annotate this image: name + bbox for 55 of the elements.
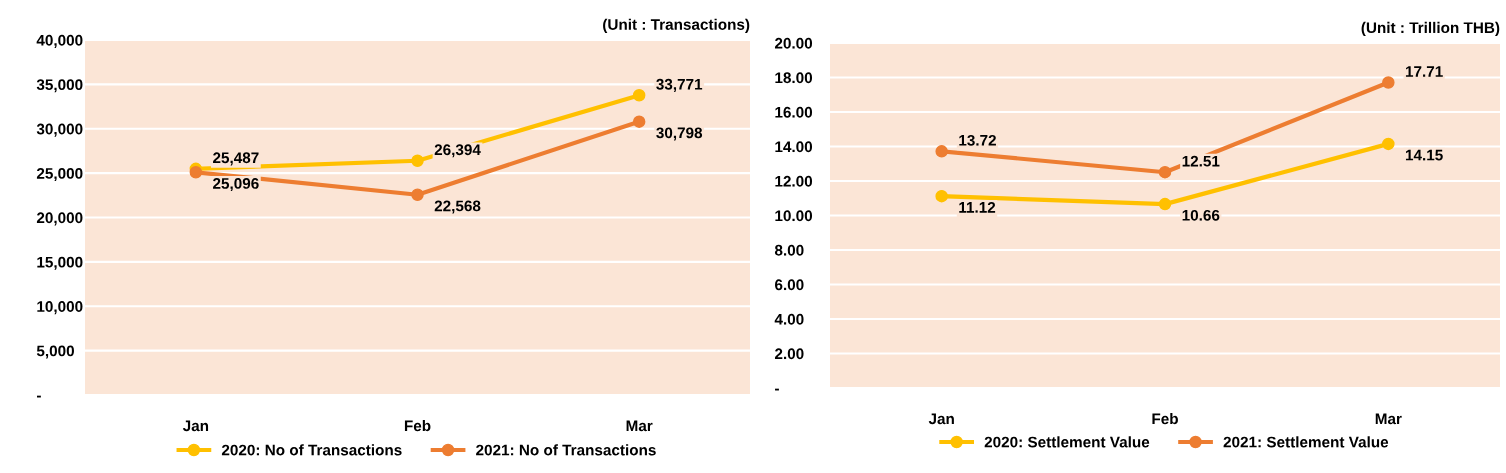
data-label: 10.66 <box>1182 209 1220 221</box>
point <box>632 115 646 128</box>
data-label: 26,394 <box>434 144 481 158</box>
data-label: 22,568 <box>434 200 481 214</box>
y-tick-label: 18.00 <box>775 72 813 84</box>
y-tick-label: 35,000 <box>36 79 83 93</box>
data-label: 25,487 <box>213 152 259 166</box>
data-label: 12.51 <box>1182 155 1220 167</box>
data-label: 25,096 <box>213 178 259 192</box>
y-tick-label: 12.00 <box>775 175 813 187</box>
y-tick-label: 15,000 <box>37 256 83 270</box>
point <box>189 166 203 179</box>
y-tick-label: 25,000 <box>36 167 83 182</box>
y-tick-label: - <box>775 388 779 391</box>
y-tick-label: 6.00 <box>775 279 804 291</box>
data-label: 14.15 <box>1405 149 1443 161</box>
y-tick-label: 5,000 <box>36 345 74 359</box>
x-tick-label: Feb <box>404 420 431 432</box>
x-tick-label: Mar <box>626 420 653 432</box>
point <box>411 154 424 168</box>
y-tick-label: 10.00 <box>775 210 813 222</box>
y-tick-label: 20,000 <box>36 212 83 226</box>
x-tick-label: Feb <box>1152 413 1178 425</box>
point <box>935 189 948 203</box>
y-tick-label: 14.00 <box>775 141 813 153</box>
data-label: 17.71 <box>1405 66 1443 77</box>
text: (Unit : Trillion THB) <box>1361 21 1500 37</box>
point <box>411 188 424 201</box>
legend-label: 2021: No of Transactions <box>476 444 656 456</box>
text: (Unit : Transactions) <box>603 18 750 33</box>
point <box>1382 76 1395 89</box>
x-tick-label: Mar <box>1375 413 1402 425</box>
y-tick-label: - <box>36 395 41 398</box>
legend-label: 2020: Settlement Value <box>984 436 1150 448</box>
point <box>1382 137 1395 151</box>
y-tick-label: 4.00 <box>774 313 804 325</box>
legend-label: 2020: No of Transactions <box>221 444 402 456</box>
y-tick-label: 40,000 <box>36 34 83 48</box>
point <box>1158 197 1172 211</box>
x-tick-label: Jan <box>182 420 209 432</box>
y-tick-label: 2.00 <box>774 348 804 360</box>
data-label: 13.72 <box>959 134 996 146</box>
data-label: 33,771 <box>656 78 703 92</box>
legend-label: 2021: Settlement Value <box>1223 436 1389 448</box>
point <box>935 145 948 158</box>
data-label: 30,798 <box>656 127 703 141</box>
point <box>1158 165 1172 179</box>
y-tick-label: 16.00 <box>775 106 813 118</box>
y-tick-label: 10,000 <box>37 301 83 315</box>
point <box>632 89 646 102</box>
y-tick-label: 30,000 <box>36 123 83 137</box>
x-tick-label: Jan <box>928 413 954 425</box>
data-label: 11.12 <box>959 201 996 213</box>
y-tick-label: 20.00 <box>774 37 813 49</box>
y-tick-label: 8.00 <box>774 244 804 256</box>
